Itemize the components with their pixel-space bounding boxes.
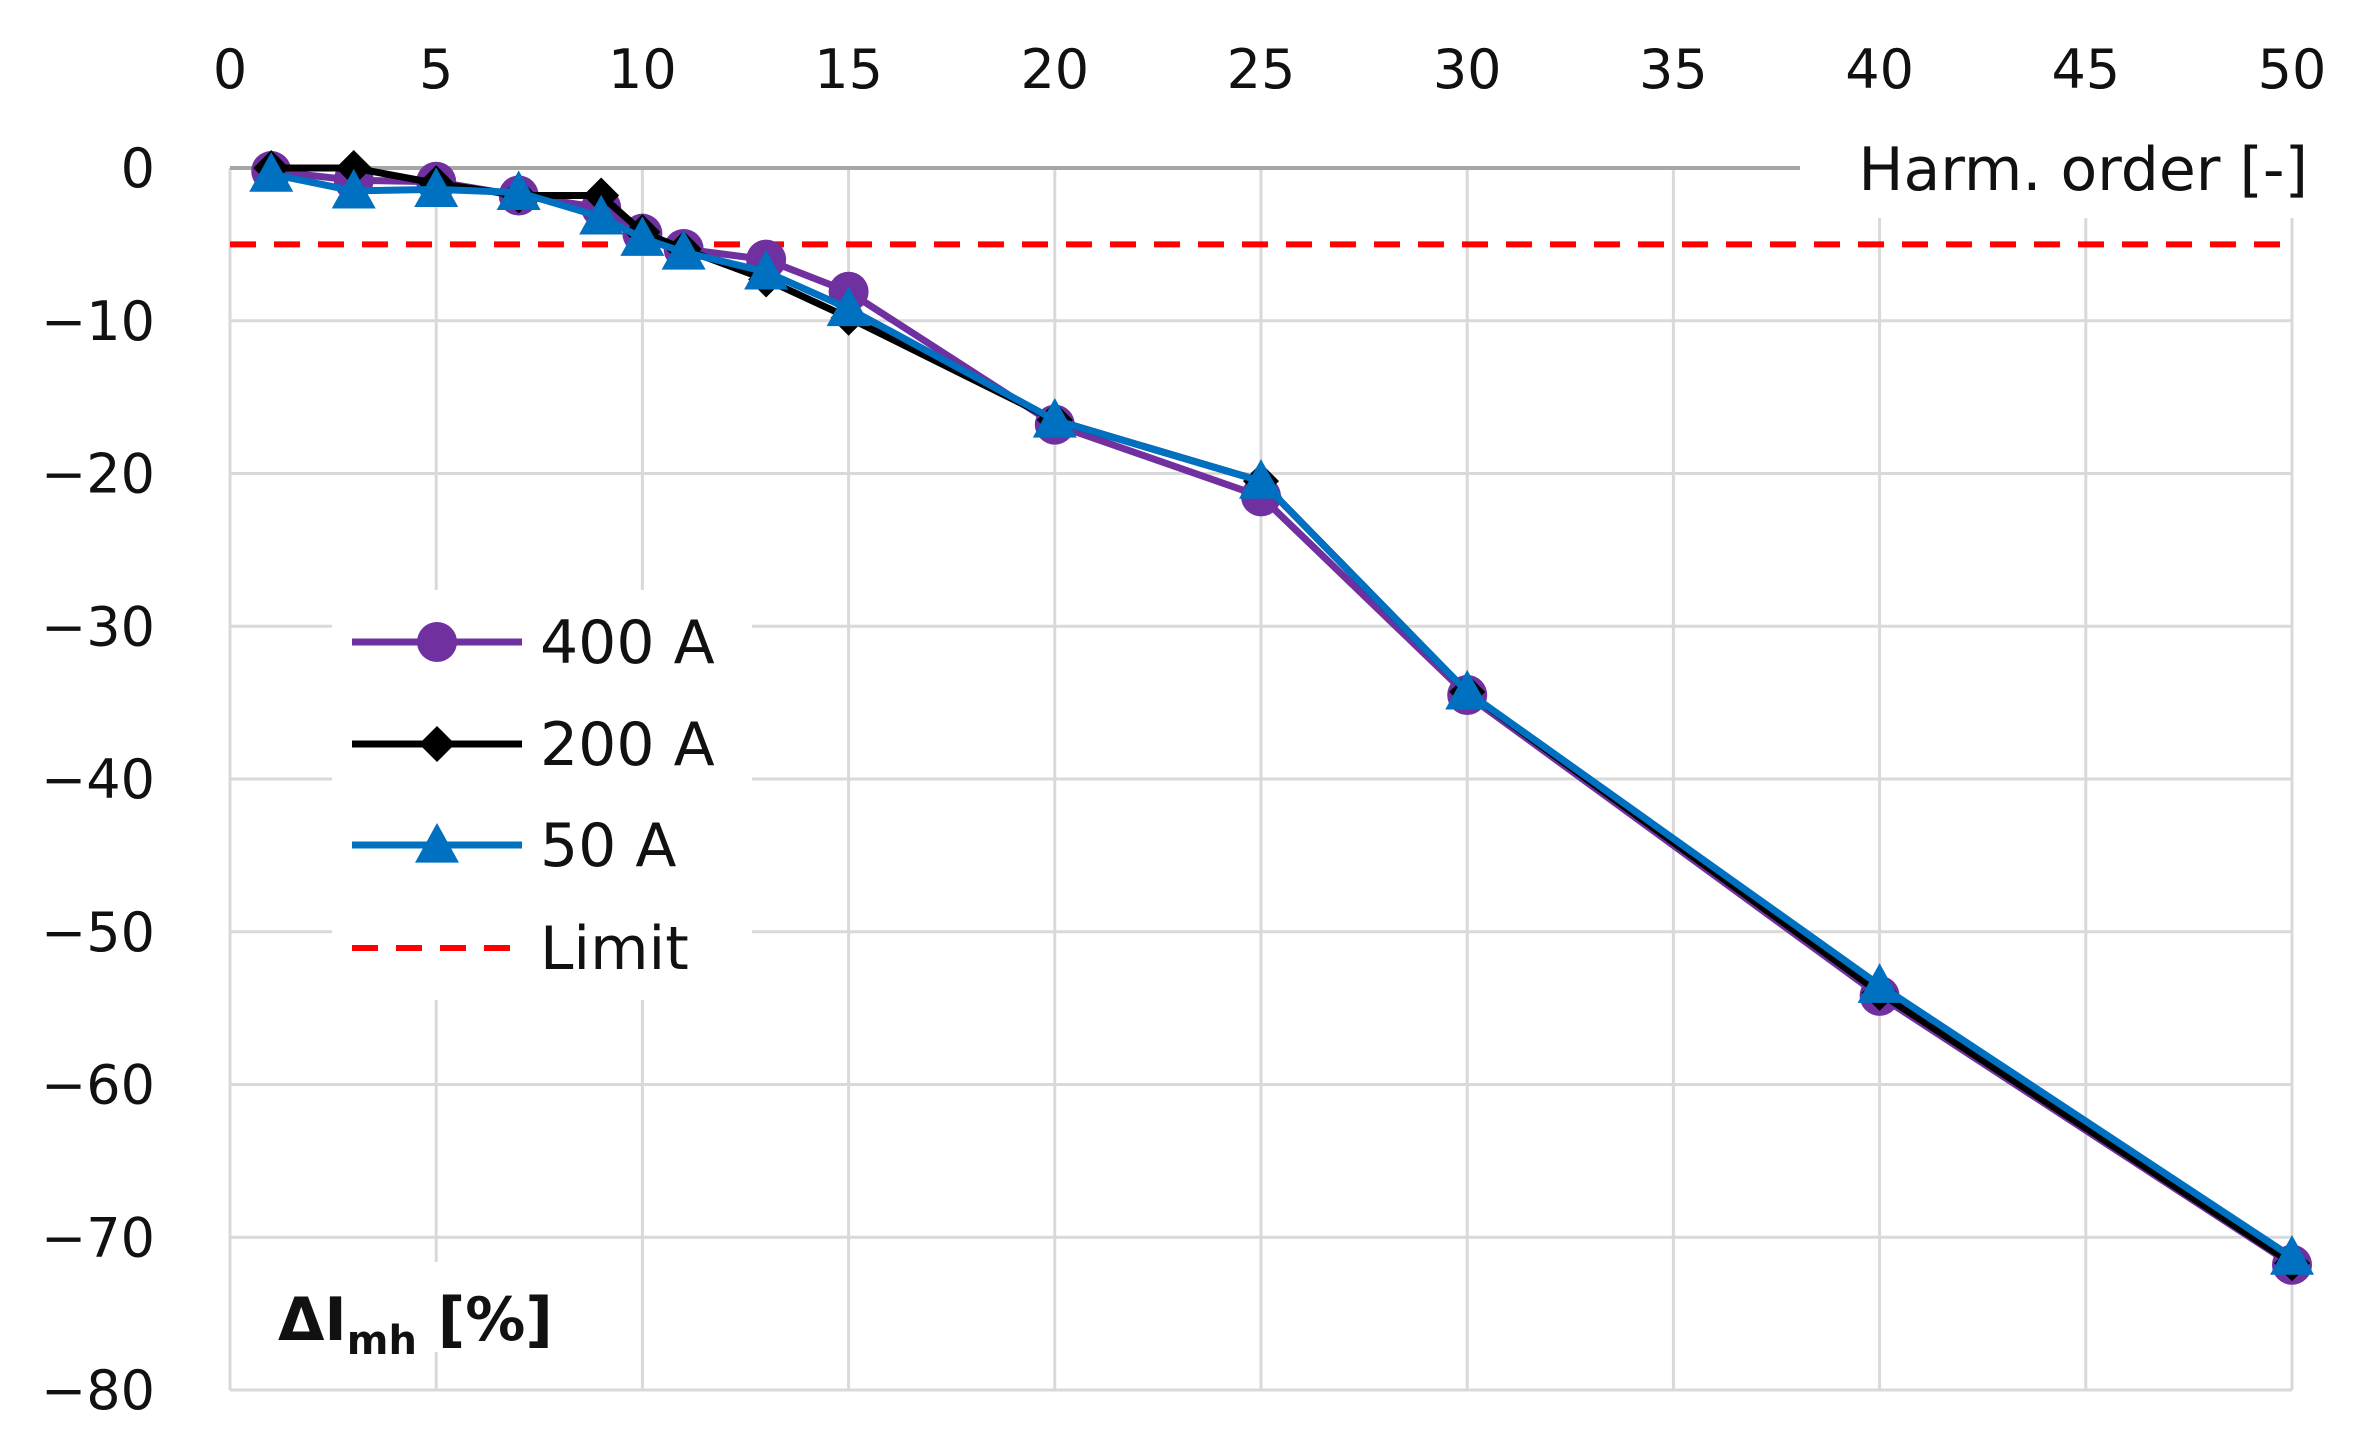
data-point-50-a (1445, 669, 1490, 710)
x-tick-label: 40 (1845, 38, 1914, 101)
legend-background (332, 590, 752, 1000)
data-point-50-a (1857, 963, 1902, 1003)
x-axis-title-group: Harm. order [-] (1800, 130, 2330, 218)
x-tick-label: 5 (419, 38, 453, 101)
y-tick-label: −20 (41, 443, 155, 506)
x-axis-title: Harm. order [-] (1858, 135, 2308, 205)
data-point-50-a (331, 168, 376, 209)
data-point-50-a (620, 216, 665, 256)
data-point-50-a (579, 194, 624, 235)
data-point-50-a (1239, 459, 1283, 499)
data-point-50-a (414, 167, 459, 207)
legend-label-50-a: 50 A (540, 811, 676, 881)
y-axis-title-background (265, 1262, 555, 1352)
legend-label-limit: Limit (540, 914, 689, 984)
series-group (230, 150, 2314, 1285)
data-point-50-a (744, 249, 789, 290)
data-point-50-a (2270, 1235, 2314, 1275)
x-tick-label: 25 (1227, 38, 1296, 101)
x-tick-label: 35 (1639, 38, 1708, 101)
y-axis-title-subscript: mh (347, 1318, 417, 1364)
y-axis-title: ΔImh [%] (278, 1285, 553, 1364)
x-tick-label: 20 (1020, 38, 1089, 101)
legend-marker-400-a (417, 622, 457, 662)
x-axis-title-background (1800, 130, 2330, 218)
y-axis-title-main: ΔI (278, 1285, 347, 1355)
legend-marker-50-a (415, 823, 459, 863)
y-axis-title-suffix: [%] (417, 1285, 553, 1355)
x-tick-label: 10 (608, 38, 677, 101)
y-tick-label: −60 (41, 1054, 155, 1117)
y-tick-label: 0 (121, 137, 155, 200)
x-tick-label: 0 (213, 38, 247, 101)
y-tick-label: −50 (41, 901, 155, 964)
x-tick-label: 45 (2051, 38, 2120, 101)
y-tick-label: −70 (41, 1206, 155, 1269)
y-tick-label: −80 (41, 1359, 155, 1422)
x-tick-label: 50 (2258, 38, 2327, 101)
series-line-50-a (270, 170, 2294, 1261)
y-axis-title-group: ΔImh [%] (265, 1262, 555, 1364)
data-point-50-a (1032, 398, 1077, 438)
x-tick-labels: 0 5 10 15 20 25 30 35 40 45 50 (213, 38, 2327, 101)
legend: 400 A 200 A 50 A Limit (332, 590, 752, 1000)
x-tick-label: 15 (814, 38, 883, 101)
data-point-50-a (496, 170, 541, 211)
y-tick-label: −40 (41, 748, 155, 811)
x-tick-label: 30 (1433, 38, 1502, 101)
data-point-50-a (661, 230, 706, 270)
y-tick-label: −10 (41, 290, 155, 353)
legend-label-400-a: 400 A (540, 608, 715, 678)
legend-marker-200-a (419, 726, 455, 762)
data-point-200-a (335, 150, 372, 186)
data-point-50-a (826, 286, 871, 327)
data-point-50-a (249, 152, 294, 192)
legend-label-200-a: 200 A (540, 710, 715, 780)
y-tick-label: −30 (41, 595, 155, 658)
y-tick-labels: 0 −10 −20 −30 −40 −50 −60 −70 −80 (41, 137, 155, 1422)
